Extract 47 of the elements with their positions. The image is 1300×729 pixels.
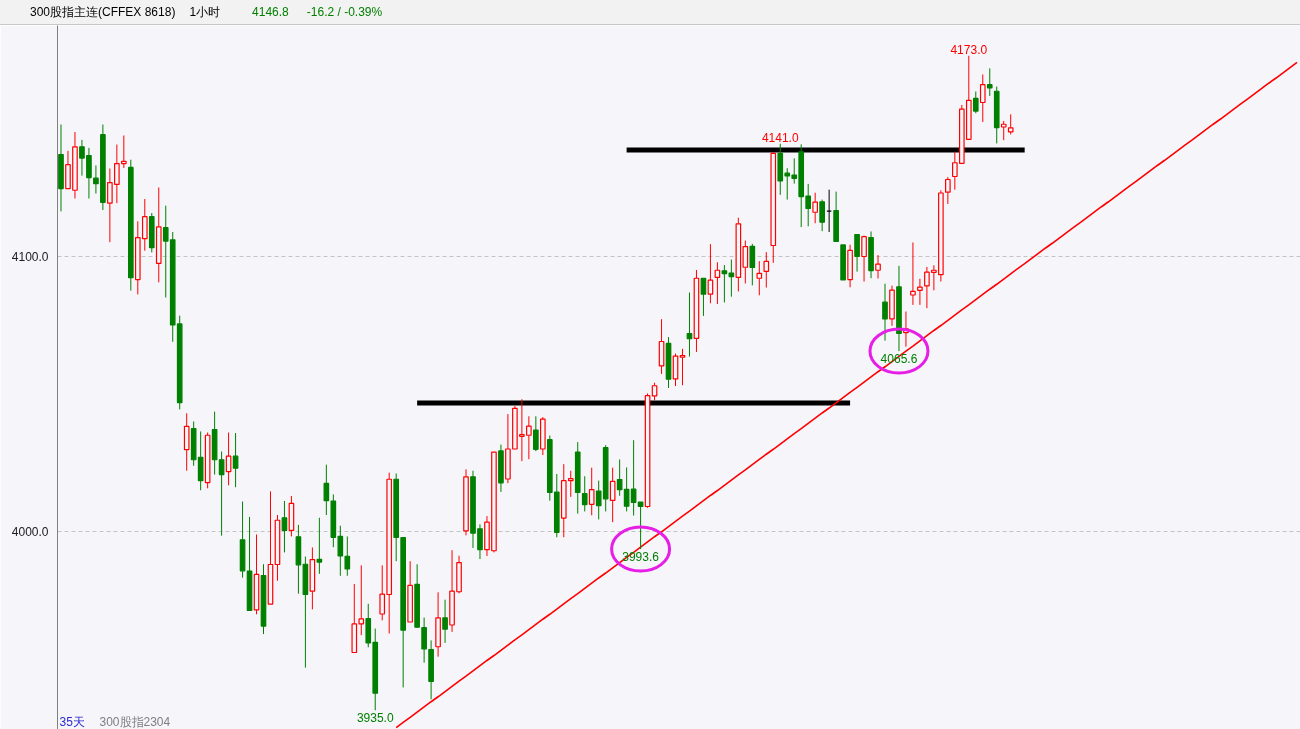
candlestick	[155, 186, 162, 283]
candlestick	[945, 176, 951, 205]
annotation: 300股指2304	[99, 714, 171, 729]
candlestick	[889, 285, 895, 327]
candlestick	[979, 73, 986, 123]
annotation: 4141.0	[761, 130, 799, 145]
candlestick	[763, 251, 770, 289]
annotation: 4173.0	[950, 42, 988, 57]
y-tick-label: 4100.0	[11, 250, 49, 264]
candlestick	[609, 467, 616, 523]
candlestick	[840, 244, 846, 281]
candlestick	[505, 413, 511, 484]
candlestick	[882, 283, 888, 342]
candlestick	[854, 233, 860, 273]
y-tick-label: 4000.0	[11, 525, 49, 539]
candlestick	[637, 501, 644, 550]
candlestick	[749, 243, 756, 286]
candlestick	[847, 244, 853, 288]
candlestick	[183, 412, 190, 472]
candlestick	[917, 278, 923, 306]
candlestick	[407, 560, 413, 623]
candlestick	[323, 464, 330, 516]
candlestick	[756, 260, 763, 296]
text: -16.2 / -0.39%	[306, 5, 383, 19]
candlestick	[770, 152, 777, 264]
candlestick	[442, 599, 448, 644]
candlestick	[896, 265, 902, 352]
text: 4146.8	[252, 5, 289, 19]
chart-title: 300股指主连(CFFEX 8618)	[30, 5, 176, 19]
candlestick	[316, 517, 323, 575]
candlestick	[910, 241, 916, 306]
candlestick	[281, 500, 288, 553]
candlestick	[58, 124, 64, 212]
candlestick	[868, 230, 874, 279]
candlestick	[246, 516, 253, 612]
candlestick	[435, 591, 441, 658]
candlestick	[463, 468, 469, 536]
candlestick	[428, 639, 434, 700]
candlestick	[1000, 120, 1007, 141]
annotation: 35天	[59, 714, 85, 729]
annotation: 3935.0	[356, 711, 394, 726]
candlestick	[498, 444, 504, 493]
chart-subtitle: 1小时	[189, 5, 221, 19]
line-series	[395, 61, 1298, 729]
candlestick	[574, 441, 581, 515]
candlestick	[588, 467, 595, 516]
candlestick	[875, 254, 881, 279]
